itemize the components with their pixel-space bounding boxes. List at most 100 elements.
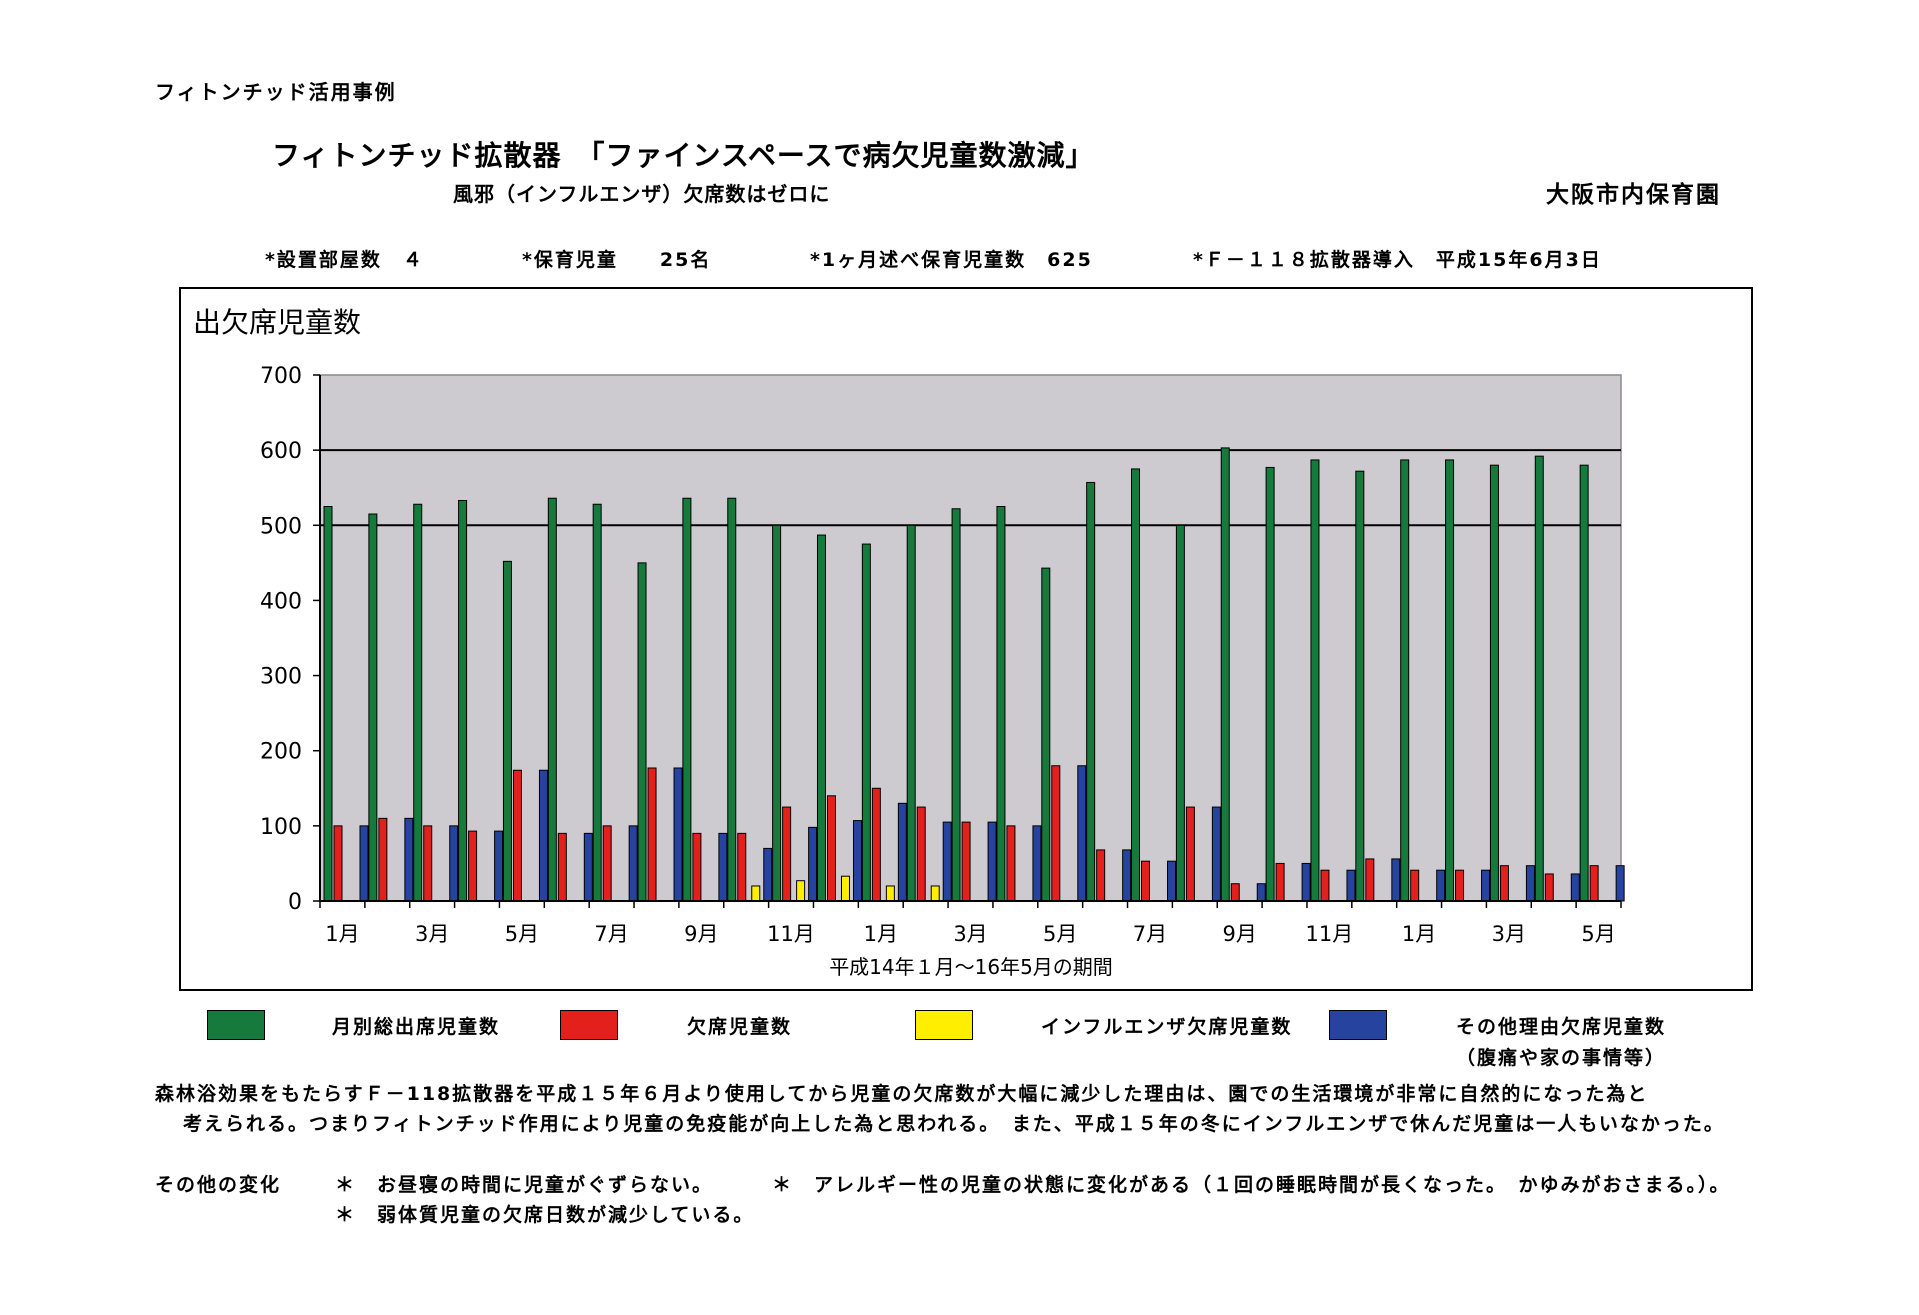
bar-4-14	[942, 821, 952, 902]
stat-introduced: *Ｆ－１１８拡散器導入 平成15年6月3日	[1193, 249, 1602, 271]
bar-1-17	[1041, 567, 1051, 902]
bar-2-29	[1589, 865, 1599, 902]
x-tick-label: 5月	[1581, 922, 1615, 946]
bar-1-8	[637, 562, 647, 902]
bar-2-18	[1096, 849, 1106, 902]
bar-1-28	[1534, 455, 1544, 902]
x-tick-label: 3月	[1492, 922, 1526, 946]
bar-1-2	[368, 513, 378, 902]
y-tick-label: 0	[288, 890, 302, 915]
x-tick-label: 5月	[505, 922, 539, 946]
x-tick-label: 3月	[415, 922, 449, 946]
bar-2-26	[1455, 869, 1465, 902]
x-tick-label: 1月	[1402, 922, 1436, 946]
bar-4-11	[808, 826, 818, 902]
bar-2-27	[1499, 865, 1509, 902]
bar-4-1	[359, 825, 369, 902]
bar-1-9	[682, 497, 692, 902]
bar-4-4	[494, 830, 504, 902]
bar-1-15	[951, 508, 961, 902]
x-tick-label: 3月	[953, 922, 987, 946]
bar-4-7	[628, 825, 638, 902]
bar-4-25	[1436, 869, 1446, 902]
body-line-1: 森林浴効果をもたらすＦ－118拡散器を平成１５年６月より使用してから児童の欠席数…	[155, 1083, 1649, 1105]
bar-4-13	[897, 802, 907, 902]
bar-4-28	[1570, 873, 1580, 902]
bar-4-27	[1525, 865, 1535, 902]
bar-2-13	[871, 787, 881, 902]
bar-1-25	[1400, 459, 1410, 902]
legend-swatch-absence	[560, 1010, 618, 1040]
bar-4-5	[538, 769, 548, 902]
bar-2-3	[423, 825, 433, 902]
x-tick-label: 5月	[1043, 922, 1077, 946]
bar-2-4	[468, 830, 478, 902]
bar-3-13	[885, 885, 895, 902]
y-tick-label: 100	[260, 815, 302, 840]
bar-1-26	[1445, 459, 1455, 902]
x-tick-label: 7月	[594, 922, 628, 946]
bar-2-1	[333, 825, 343, 902]
bar-1-7	[592, 503, 602, 902]
bar-4-12	[852, 820, 862, 902]
x-tick-label: 1月	[325, 922, 359, 946]
bar-1-13	[861, 543, 871, 902]
bar-2-8	[647, 767, 657, 902]
bar-1-19	[1131, 468, 1141, 902]
bar-3-14	[930, 885, 940, 902]
bar-1-24	[1355, 470, 1365, 902]
bar-4-2	[404, 817, 414, 902]
bar-1-5	[502, 560, 512, 902]
bar-1-3	[413, 503, 423, 902]
bar-2-7	[602, 825, 612, 902]
legend-swatch-influenza	[915, 1010, 973, 1040]
bar-2-25	[1410, 869, 1420, 902]
body-line-2: 考えられる。つまりフィトンチッド作用により児童の免疫能が向上した為と思われる。 …	[183, 1113, 1725, 1135]
bar-2-6	[557, 832, 567, 902]
stat-children: *保育児童 25名	[522, 249, 712, 271]
chart-frame: 出欠席児童数 0 100 200 300 400 500 600 700 1月 3月 5月 7月 9月 11…	[179, 287, 1753, 991]
bar-2-22	[1275, 862, 1285, 902]
bar-2-28	[1544, 873, 1554, 902]
changes-label: その他の変化	[155, 1174, 282, 1196]
legend-label-influenza: インフルエンザ欠席児童数	[1041, 1016, 1293, 1038]
bar-1-6	[547, 497, 557, 902]
change-item-1: ＊ お昼寝の時間に児童がぐずらない。	[335, 1174, 714, 1196]
bar-2-24	[1365, 858, 1375, 902]
bar-1-12	[816, 534, 826, 902]
bar-2-15	[961, 821, 971, 902]
page-title: フィトンチッド拡散器 「ファインスペースで病欠児童数激減」	[272, 139, 1095, 172]
bar-1-21	[1220, 447, 1230, 902]
x-tick-label: 9月	[684, 922, 718, 946]
bar-1-1	[323, 506, 333, 902]
stat-rooms: *設置部屋数 ４	[265, 249, 424, 271]
bar-1-4	[458, 499, 468, 902]
bar-1-16	[996, 506, 1006, 902]
attendance-chart: 出欠席児童数 0 100 200 300 400 500 600 700 1月 3月 5月 7月 9月 11…	[193, 306, 1625, 979]
change-item-2: ＊ アレルギー性の児童の状態に変化がある（１回の睡眠時間が長くなった。 かゆみが…	[772, 1174, 1731, 1196]
bar-1-10	[727, 497, 737, 902]
bar-3-10	[751, 885, 761, 902]
bar-4-6	[583, 832, 593, 902]
bar-4-16	[1032, 825, 1042, 902]
bar-1-22	[1265, 466, 1275, 902]
bar-4-20	[1211, 806, 1221, 902]
bar-4-23	[1346, 869, 1356, 902]
y-tick-label: 500	[260, 514, 302, 539]
bar-2-23	[1320, 869, 1330, 902]
x-tick-label: 7月	[1133, 922, 1167, 946]
bar-4-15	[987, 821, 997, 902]
y-tick-label: 600	[260, 439, 302, 464]
bar-2-14	[916, 806, 926, 902]
x-tick-label: 9月	[1222, 922, 1256, 946]
bar-1-11	[772, 524, 782, 902]
bar-1-20	[1175, 524, 1185, 902]
bar-2-11	[782, 806, 792, 902]
bar-4-21	[1256, 883, 1266, 902]
bar-1-23	[1310, 459, 1320, 902]
chart-title: 出欠席児童数	[193, 306, 361, 339]
x-tick-label: 11月	[767, 922, 815, 946]
bar-2-9	[692, 832, 702, 902]
bar-2-17	[1051, 765, 1061, 902]
bar-3-11	[796, 880, 806, 902]
